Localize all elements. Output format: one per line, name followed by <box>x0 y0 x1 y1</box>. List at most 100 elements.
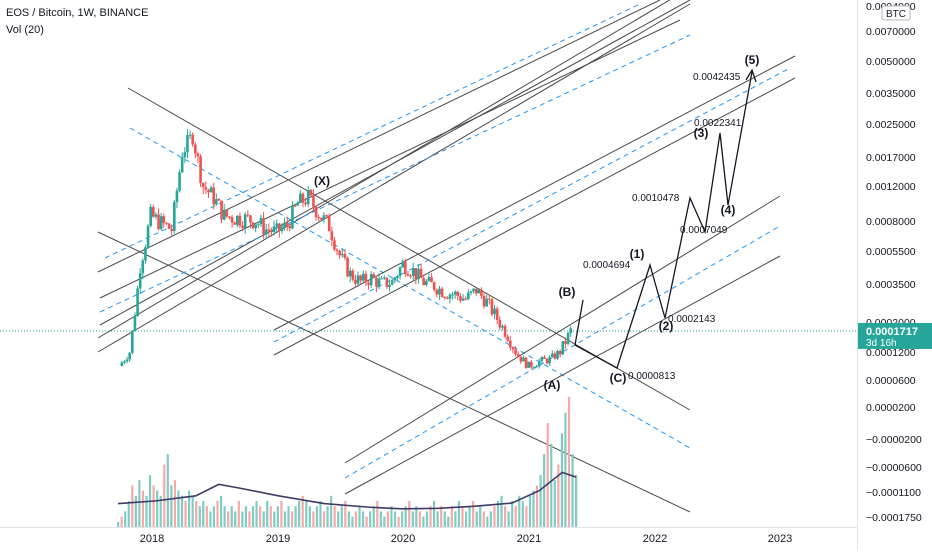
candle-body <box>157 214 160 230</box>
candle-body <box>136 288 139 316</box>
volume-bar <box>308 506 311 527</box>
candle-body <box>270 230 273 233</box>
volume-bar <box>276 506 279 527</box>
volume-bar <box>212 506 216 527</box>
candle-body <box>267 229 271 231</box>
wave-label: (A) <box>544 378 561 392</box>
volume-bar <box>503 506 507 527</box>
candle-body <box>414 267 418 280</box>
volume-moving-average-line <box>117 471 577 510</box>
candle-body <box>438 288 441 295</box>
candle-body <box>456 291 460 297</box>
volume-bar <box>163 464 166 527</box>
volume-bar <box>425 511 429 527</box>
volume-bar <box>159 495 162 527</box>
candle-body <box>553 353 557 359</box>
candle-body <box>514 349 517 355</box>
candle-body <box>364 273 368 283</box>
candle-body <box>335 249 339 251</box>
candle-body <box>215 199 218 205</box>
candle-body <box>241 225 244 228</box>
candle-body <box>383 277 386 279</box>
time-axis-divider <box>0 527 857 528</box>
volume-bar <box>397 516 400 527</box>
candle-body <box>566 332 570 344</box>
descending-channel-mid-line <box>129 127 691 449</box>
candle-body <box>448 294 452 299</box>
candles <box>120 129 572 370</box>
volume-bar <box>312 511 315 527</box>
candle-body <box>527 361 530 368</box>
volume-bar <box>528 495 532 527</box>
candle-body <box>159 216 163 230</box>
volume-bar <box>500 495 503 527</box>
candle-body <box>511 347 515 350</box>
price-axis-tick-label: 0.0008000 <box>866 216 916 228</box>
rising-channel-1-upper-line <box>97 0 671 339</box>
volume-bar <box>404 506 407 527</box>
candle-body <box>411 267 415 276</box>
candle-body <box>141 260 145 274</box>
price-axis-tick-label: 0.0000200 <box>866 402 916 414</box>
candle-body <box>217 199 221 201</box>
candle-body <box>170 228 173 231</box>
candle-body <box>233 222 236 225</box>
volume-bar <box>134 495 137 527</box>
wave-label: (2) <box>659 319 674 333</box>
candle-body <box>435 289 439 295</box>
last-price-value: 0.0001717 <box>866 326 918 338</box>
candle-body <box>503 325 507 337</box>
candle-body <box>306 190 310 205</box>
rising-channel-2-line <box>99 0 691 326</box>
price-axis-tick-label: 0.0012000 <box>866 181 916 193</box>
candle-body <box>225 209 229 217</box>
volume-bar <box>393 511 397 527</box>
wave-label: (X) <box>314 174 330 188</box>
volume-bar <box>386 511 390 527</box>
volume-bar <box>219 495 223 527</box>
volume-bar <box>518 495 521 527</box>
volume-bar <box>273 511 276 527</box>
volume-bars <box>117 397 578 527</box>
volume-bar <box>432 501 436 527</box>
candle-body <box>356 275 360 284</box>
wave-label: (C) <box>610 371 627 385</box>
candle-body <box>320 217 323 220</box>
candle-body <box>509 340 512 348</box>
volume-bar <box>131 485 134 527</box>
candle-body <box>312 195 315 207</box>
volume-indicator-label[interactable]: Vol (20) <box>6 24 44 36</box>
price-axis-tick-label: −0.0001750 <box>866 512 922 524</box>
volume-bar <box>464 511 468 527</box>
candle-body <box>372 274 376 278</box>
candle-body <box>477 289 481 294</box>
time-axis-tick-label: 2018 <box>140 533 164 545</box>
candle-body <box>516 354 520 357</box>
volume-bar <box>290 511 294 527</box>
candle-body <box>396 276 399 279</box>
symbol-title[interactable]: EOS / Bitcoin, 1W, BINANCE <box>6 7 149 19</box>
candle-body <box>393 278 397 281</box>
volume-bar <box>202 501 205 527</box>
candle-body <box>291 205 294 229</box>
volume-bar <box>401 511 404 527</box>
volume-bar <box>486 516 489 527</box>
projection-target-label: 0.0022341 <box>694 118 742 129</box>
volume-bar <box>347 511 350 527</box>
volume-bar <box>337 511 340 527</box>
wave-label: (4) <box>721 203 736 217</box>
candle-body <box>317 217 320 219</box>
volume-bar <box>145 495 148 527</box>
candle-body <box>472 288 475 292</box>
volume-bar <box>539 475 542 527</box>
volume-bar <box>322 511 326 527</box>
volume-bar <box>248 511 251 527</box>
volume-bar <box>330 495 333 527</box>
candle-body <box>530 361 533 368</box>
candle-body <box>427 277 431 281</box>
volume-bar <box>124 511 127 527</box>
candle-body <box>490 299 494 315</box>
candle-body <box>469 291 473 293</box>
candle-body <box>446 297 449 299</box>
